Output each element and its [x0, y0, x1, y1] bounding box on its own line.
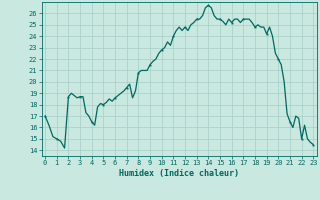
X-axis label: Humidex (Indice chaleur): Humidex (Indice chaleur)	[119, 169, 239, 178]
